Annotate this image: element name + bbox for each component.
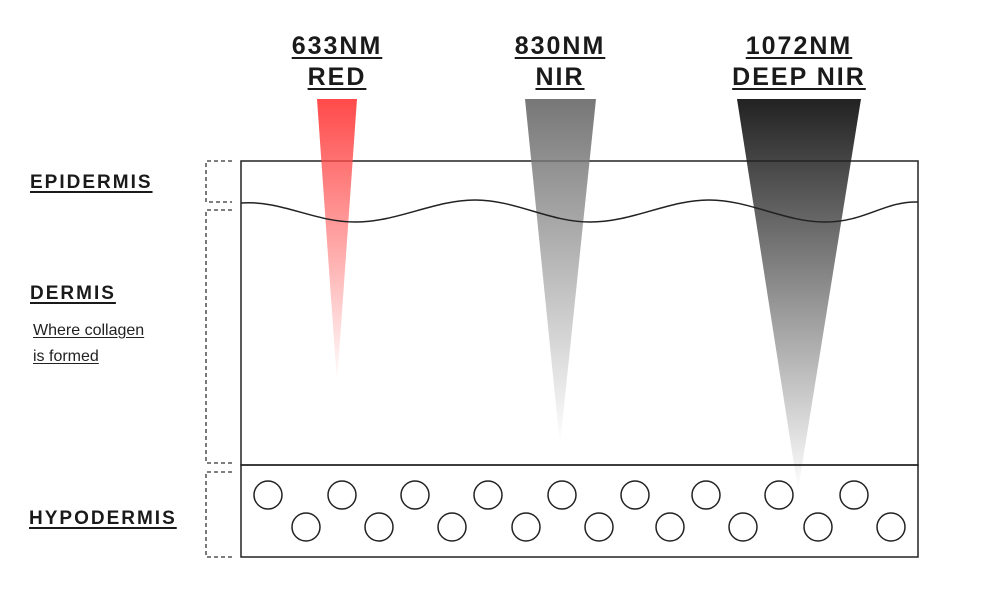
fat-cell xyxy=(400,480,430,510)
nir-light-beam xyxy=(525,99,596,445)
hypodermis-bracket xyxy=(205,471,232,558)
fat-cell xyxy=(691,480,721,510)
fat-cell xyxy=(327,480,357,510)
dermis-note: Where collagen is formed xyxy=(33,318,144,370)
fat-cell xyxy=(728,512,758,542)
dermis-label: DERMIS xyxy=(30,283,116,304)
deep-nir-wavelength-heading: 1072NM DEEP NIR xyxy=(719,31,879,93)
fat-cell xyxy=(876,512,906,542)
fat-cells xyxy=(253,480,906,542)
fat-cell xyxy=(253,480,283,510)
fat-cell xyxy=(511,512,541,542)
red-light-beam xyxy=(317,99,357,383)
dermis-note-line-1: Where collagen xyxy=(33,322,145,339)
nir-wavelength-nm: 830NM xyxy=(514,32,606,60)
hypodermis-label: HYPODERMIS xyxy=(29,508,177,529)
nir-wavelength-name: NIR xyxy=(535,63,585,91)
fat-cell xyxy=(364,512,394,542)
red-wavelength-nm: 633NM xyxy=(291,32,383,60)
epidermis-label: EPIDERMIS xyxy=(30,172,153,193)
dermis-note-line-2: is formed xyxy=(33,348,99,365)
epidermis-bracket xyxy=(205,160,232,203)
fat-cell xyxy=(803,512,833,542)
fat-cell xyxy=(839,480,869,510)
red-wavelength-name: RED xyxy=(307,63,367,91)
nir-wavelength-heading: 830NM NIR xyxy=(495,31,625,93)
deep-nir-light-beam xyxy=(737,99,861,490)
fat-cell xyxy=(547,480,577,510)
red-wavelength-heading: 633NM RED xyxy=(272,31,402,93)
fat-cell xyxy=(291,512,321,542)
fat-cell xyxy=(437,512,467,542)
dermis-bracket xyxy=(205,209,232,464)
hypodermis-box xyxy=(240,464,919,558)
fat-cell xyxy=(584,512,614,542)
fat-cell xyxy=(473,480,503,510)
fat-cell xyxy=(620,480,650,510)
fat-cell xyxy=(655,512,685,542)
fat-cell xyxy=(764,480,794,510)
epidermis-dermis-boundary xyxy=(240,199,919,223)
deep-nir-wavelength-name: DEEP NIR xyxy=(732,63,866,91)
deep-nir-wavelength-nm: 1072NM xyxy=(745,32,853,60)
